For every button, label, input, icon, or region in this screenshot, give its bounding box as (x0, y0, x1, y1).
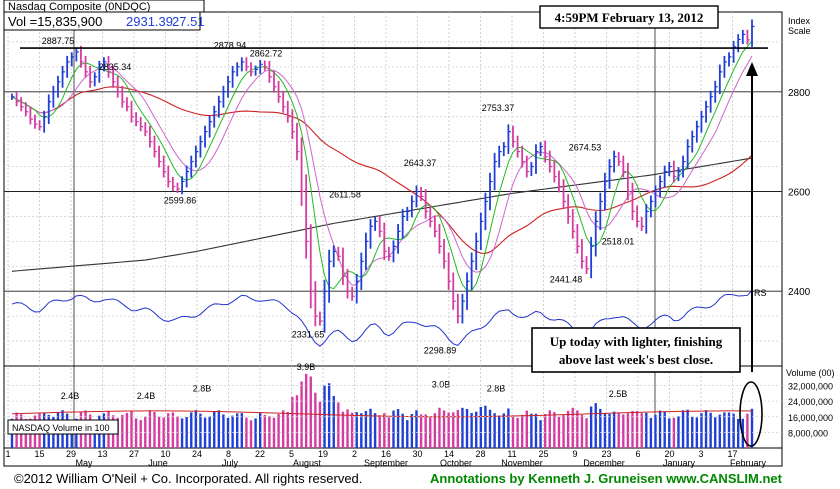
price-label: 2674.53 (569, 142, 602, 152)
volume-peak-label: 3.0B (432, 379, 451, 389)
price-label: 2878.94 (214, 40, 247, 50)
volume-labels: 2.4B 2.4B 2.8B 3.9B 3.0B 2.8B 2.5B (61, 362, 628, 401)
timestamp-box (539, 5, 719, 29)
price-label: 2611.58 (329, 190, 361, 200)
price-label: 2599.86 (164, 196, 197, 206)
volume-peak-label: 2.4B (61, 391, 80, 401)
ma50-red-line (11, 86, 753, 254)
volume-tick-label: 8,000,000 (788, 428, 828, 438)
price-label: 2518.01 (602, 236, 635, 246)
annotation-box (531, 327, 741, 373)
volume-peak-label: 2.4B (137, 391, 156, 401)
price-label: 2331.65 (292, 329, 325, 339)
annotation-credit: Annotations by Kenneth J. Gruneisen www.… (430, 471, 783, 486)
x-tick-label: 19 (318, 449, 328, 459)
price-label: 2835.34 (99, 62, 132, 72)
y-tick-label: 2800 (788, 88, 811, 99)
month-label: July (222, 458, 239, 468)
month-label: February (730, 458, 767, 468)
volume-label: NASDAQ Volume in 100 (12, 423, 110, 433)
month-label: January (663, 458, 696, 468)
x-tick-label: 13 (97, 449, 107, 459)
annotation-line-2: above last week's best close. (559, 352, 713, 367)
y-tick-label: 2400 (788, 287, 811, 298)
volume-axis: 32,000,000 24,000,000 16,000,000 8,000,000 (4, 382, 833, 438)
last-price: 2931.39 (126, 14, 173, 29)
x-tick-label: 2 (352, 449, 357, 459)
volume-peak-label: 2.8B (487, 383, 506, 393)
x-tick-label: 8 (226, 449, 231, 459)
volume-tick-label: 32,000,000 (788, 382, 833, 392)
x-tick-label: 22 (255, 449, 265, 459)
month-label: June (148, 458, 168, 468)
volume-highlight-ellipse (739, 381, 763, 447)
x-tick-label: 11 (507, 449, 516, 459)
price-label: 2298.89 (424, 346, 457, 356)
index-scale-label-2: Scale (788, 26, 811, 36)
month-label: May (75, 458, 93, 468)
price-change: 27.51 (172, 14, 205, 29)
x-tick-label: 6 (635, 449, 640, 459)
vol-box (3, 11, 201, 31)
rs-label: RS (754, 288, 767, 298)
month-label: December (583, 458, 625, 468)
volume-peak-label: 2.5B (609, 389, 628, 399)
volume-axis-title: Volume (00) (786, 368, 835, 378)
price-label: 2643.37 (404, 158, 437, 168)
price-axis: 2400 2600 2800 (788, 88, 811, 298)
x-tick-label: 5 (289, 449, 294, 459)
y-tick-label: 2600 (788, 187, 811, 198)
date-axis: 1 15 29 13 27 10 24 8 22 5 19 2 16 30 14 28 11 25 9 23 6 20 3 1… (5, 449, 766, 468)
price-bars (11, 19, 755, 333)
price-label: 2887.75 (42, 36, 75, 46)
copyright: ©2012 William O'Neil + Co. Incorporated.… (14, 471, 362, 486)
x-tick-label: 30 (412, 449, 422, 459)
x-tick-label: 23 (601, 449, 611, 459)
x-tick-label: 16 (381, 449, 391, 459)
x-tick-label: 3 (698, 449, 703, 459)
index-scale-label: Index (788, 16, 811, 26)
month-label: October (440, 458, 472, 468)
volume-peak-label: 2.8B (193, 383, 212, 393)
price-label: 2441.48 (550, 275, 583, 285)
price-label: 2862.72 (250, 49, 283, 59)
volume-tick-label: 16,000,000 (788, 413, 833, 423)
month-label: September (364, 458, 408, 468)
x-tick-label: 15 (34, 449, 44, 459)
month-label: November (501, 458, 543, 468)
volume-label-box (7, 419, 119, 435)
moving-averages (11, 40, 753, 291)
x-tick-label: 9 (572, 449, 577, 459)
x-tick-label: 20 (664, 449, 674, 459)
annotation-line-1: Up today with lighter, finishing (550, 334, 723, 349)
x-tick-label: 17 (727, 449, 737, 459)
volume-peak-label: 3.9B (297, 362, 316, 372)
timestamp: 4:59PM February 13, 2012 (555, 10, 704, 25)
volume-average-line (11, 410, 753, 418)
rs-line-group: RS (11, 288, 767, 347)
x-tick-label: 28 (475, 449, 485, 459)
month-label: August (293, 458, 322, 468)
rs-line (11, 289, 753, 347)
x-tick-label: 27 (129, 449, 139, 459)
x-tick-label: 14 (444, 449, 454, 459)
vol-readout: Vol =15,835,900 (8, 14, 102, 29)
annotation-arrow-head (746, 62, 758, 76)
x-tick-label: 25 (538, 449, 548, 459)
chart-title: Nasdaq Composite (0NDQC) (8, 1, 150, 13)
x-tick-label: 24 (192, 449, 202, 459)
volume-tick-label: 24,000,000 (788, 397, 833, 407)
x-tick-label: 29 (66, 449, 76, 459)
x-tick-label: 1 (5, 449, 10, 459)
x-tick-label: 10 (160, 449, 170, 459)
price-label: 2753.37 (482, 103, 515, 113)
